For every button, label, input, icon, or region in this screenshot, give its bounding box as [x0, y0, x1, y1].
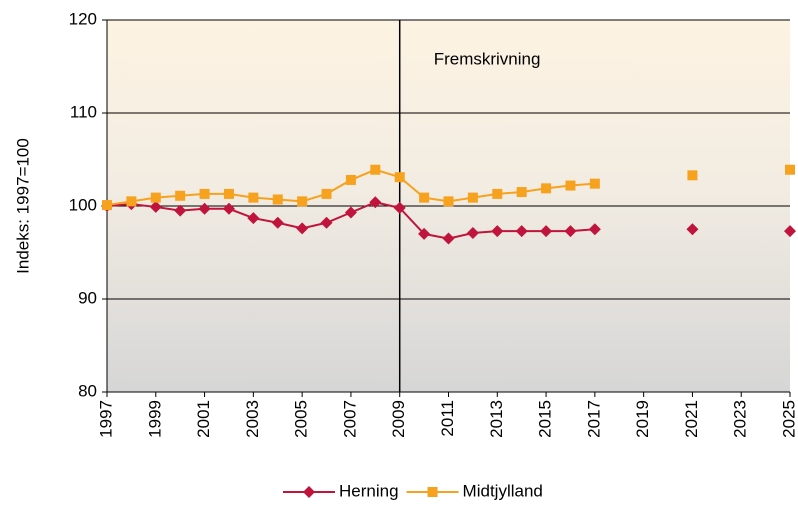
- marker: [198, 202, 211, 215]
- marker: [126, 196, 137, 207]
- x-tick-label: 2005: [292, 400, 311, 438]
- y-tick-label: 80: [78, 381, 97, 400]
- marker: [297, 196, 308, 207]
- marker: [443, 196, 454, 207]
- marker: [565, 180, 576, 191]
- x-tick-label: 2019: [633, 400, 652, 438]
- x-tick-label: 2013: [487, 400, 506, 438]
- legend-label: Herning: [339, 481, 399, 500]
- y-tick-label: 100: [69, 195, 97, 214]
- marker: [248, 192, 259, 203]
- marker: [785, 164, 795, 175]
- marker: [199, 188, 210, 199]
- x-tick-label: 2003: [243, 400, 262, 438]
- marker: [102, 200, 112, 211]
- marker: [223, 188, 234, 199]
- y-tick-label: 90: [78, 288, 97, 307]
- marker: [272, 194, 283, 205]
- marker: [516, 187, 527, 198]
- marker: [321, 188, 332, 199]
- marker: [564, 225, 577, 238]
- marker: [589, 178, 600, 189]
- marker: [149, 200, 162, 213]
- marker: [515, 225, 528, 238]
- marker: [320, 216, 333, 229]
- x-tick-label: 2021: [682, 400, 701, 438]
- marker: [174, 204, 187, 217]
- x-tick-label: 2017: [584, 400, 603, 438]
- x-tick-label: 2023: [731, 400, 750, 438]
- marker: [784, 225, 796, 238]
- marker: [394, 172, 405, 183]
- marker: [393, 201, 406, 214]
- marker: [247, 212, 260, 225]
- marker: [541, 183, 552, 194]
- y-tick-label: 110: [70, 102, 97, 121]
- marker: [271, 216, 284, 229]
- marker: [588, 223, 601, 236]
- marker: [222, 202, 235, 215]
- annotation: Fremskrivning: [434, 49, 541, 68]
- marker: [540, 225, 553, 238]
- x-tick-label: 1999: [145, 400, 164, 438]
- marker: [442, 232, 455, 245]
- marker: [687, 170, 698, 181]
- marker: [491, 225, 504, 238]
- marker: [418, 227, 431, 240]
- marker: [686, 223, 699, 236]
- marker: [296, 222, 309, 235]
- x-tick-label: 2011: [438, 400, 457, 437]
- marker: [370, 164, 381, 175]
- x-tick-label: 2015: [536, 400, 555, 438]
- marker: [344, 206, 357, 219]
- marker: [150, 192, 161, 203]
- marker: [303, 486, 315, 498]
- x-tick-label: 1997: [96, 400, 115, 438]
- marker: [492, 188, 503, 199]
- legend-label: Midtjylland: [463, 481, 543, 500]
- x-tick-label: 2009: [389, 400, 408, 438]
- y-tick-label: 120: [69, 9, 97, 28]
- x-tick-label: 2007: [340, 400, 359, 438]
- marker: [345, 174, 356, 185]
- marker: [419, 192, 430, 203]
- y-axis-label: Indeks: 1997=100: [13, 138, 32, 274]
- marker: [466, 226, 479, 239]
- marker: [467, 192, 478, 203]
- x-tick-label: 2001: [194, 400, 213, 438]
- marker: [175, 190, 186, 201]
- marker: [427, 487, 438, 497]
- x-tick-label: 2025: [779, 400, 798, 438]
- marker: [369, 196, 382, 209]
